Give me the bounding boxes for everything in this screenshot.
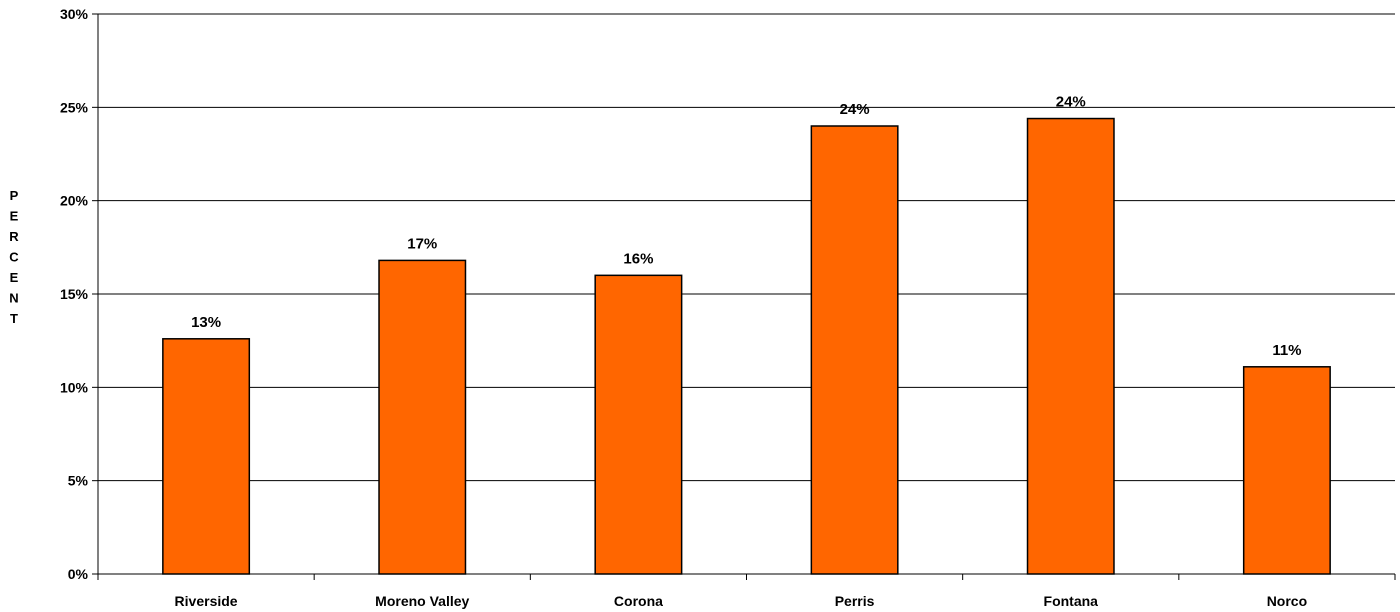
bar <box>378 259 467 575</box>
y-tick-label: 20% <box>60 193 89 209</box>
bars <box>162 117 1331 575</box>
category-label: Perris <box>835 593 875 609</box>
data-label: 24% <box>840 101 870 118</box>
category-label: Moreno Valley <box>375 593 469 609</box>
bar <box>1242 366 1331 575</box>
data-labels: 13% 17% 16% 24% 24% 11% <box>191 94 1301 359</box>
category-label: Corona <box>614 593 663 609</box>
data-label: 16% <box>623 250 653 267</box>
category-label: Norco <box>1267 593 1307 609</box>
x-axis-ticks <box>97 574 1396 580</box>
bar <box>810 125 899 575</box>
category-labels: Riverside Moreno Valley Corona Perris Fontan… <box>175 593 1308 609</box>
gridlines <box>98 13 1395 482</box>
axes <box>97 14 1395 575</box>
y-tick-label: 30% <box>60 6 89 22</box>
y-axis-ticks: 0% 5% 10% 15% 20% 25% 30% <box>60 6 98 582</box>
data-label: 11% <box>1272 342 1301 359</box>
y-tick-label: 15% <box>60 286 89 302</box>
data-label: 13% <box>191 314 221 331</box>
data-label: 17% <box>407 235 437 252</box>
data-label: 24% <box>1056 94 1086 111</box>
y-tick-label: 0% <box>68 566 89 582</box>
y-tick-label: 25% <box>60 99 89 115</box>
bar <box>594 274 683 575</box>
bar <box>1026 117 1115 575</box>
y-tick-label: 5% <box>68 473 89 489</box>
category-label: Fontana <box>1044 593 1099 609</box>
y-tick-label: 10% <box>60 379 89 395</box>
bar <box>162 338 251 575</box>
category-label: Riverside <box>175 593 238 609</box>
